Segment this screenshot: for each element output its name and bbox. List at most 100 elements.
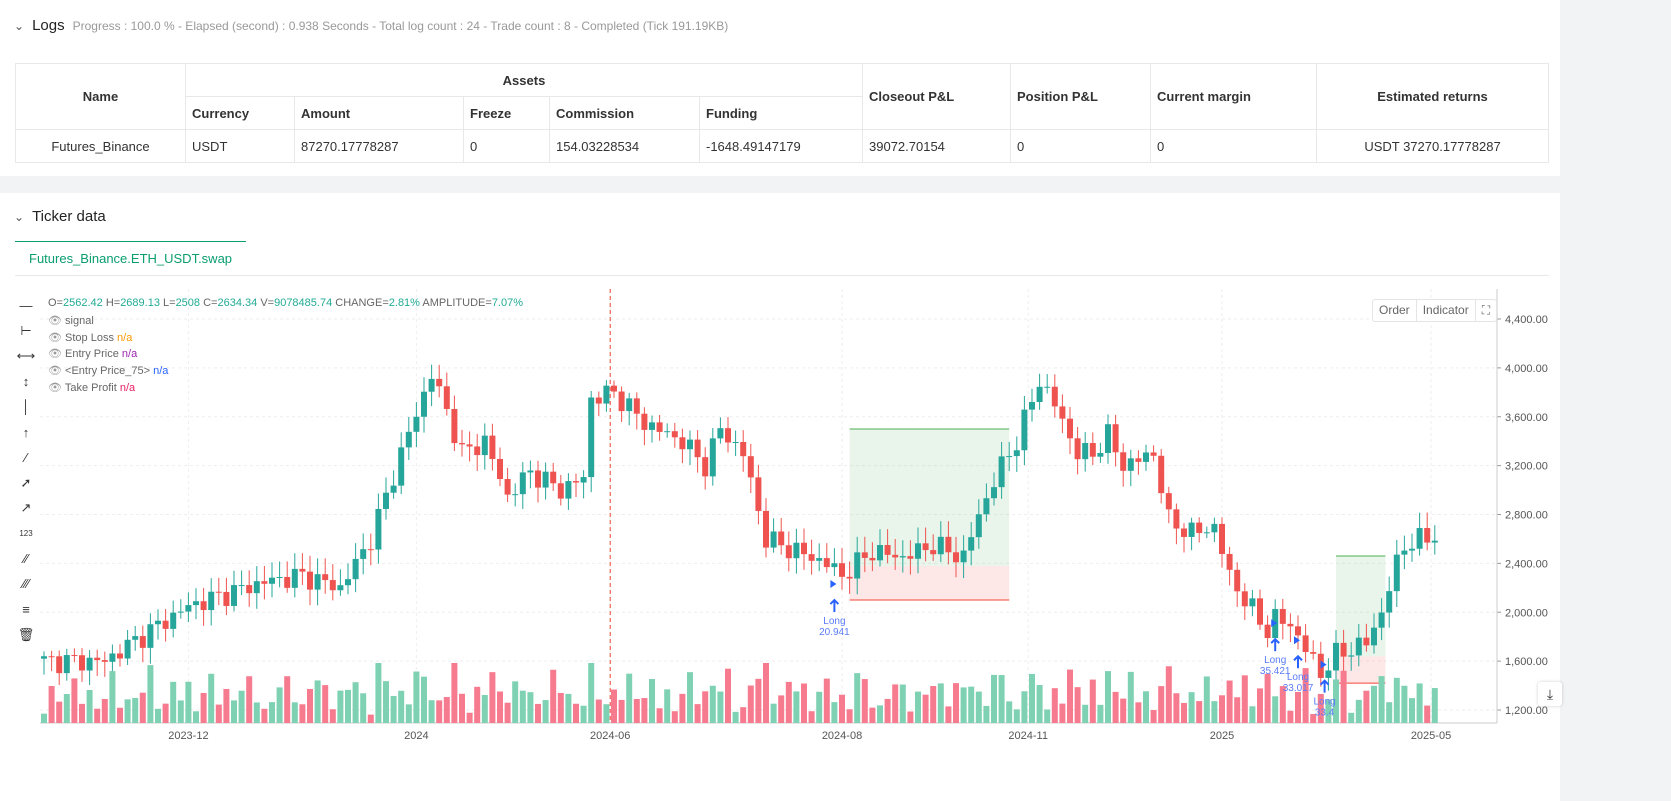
legend-item[interactable]: 👁 Take Profit n/a: [48, 381, 135, 394]
vertical-segment-icon[interactable]: ↕: [22, 374, 30, 390]
eye-icon[interactable]: 👁: [48, 331, 62, 344]
cell-closeout: 39072.70154: [862, 129, 1011, 163]
logs-header[interactable]: ⌄ Logs Progress : 100.0 % - Elapsed (sec…: [14, 17, 728, 34]
volume-bar: [360, 693, 367, 723]
candle-body: [1082, 443, 1089, 460]
volume-bar: [1211, 701, 1218, 723]
legend-item[interactable]: 👁 Entry Price n/a: [48, 347, 137, 360]
volume-bar: [656, 708, 663, 723]
signal-flag-icon: [1320, 660, 1327, 669]
candle-body: [512, 494, 519, 496]
candle-body: [595, 397, 602, 404]
ticker-panel: ⌄ Ticker data Futures_Binance.ETH_USDT.s…: [0, 193, 1560, 801]
legend-item[interactable]: 👁 signal: [48, 314, 94, 327]
segment-icon[interactable]: ⟷: [16, 348, 36, 364]
signal-flag-icon: [1271, 619, 1278, 628]
ohlc-readout: O=2562.42 H=2689.13 L=2508 C=2634.34 V=9…: [48, 297, 523, 309]
candle-body: [1386, 591, 1393, 613]
candle-body: [1097, 452, 1104, 457]
candle-body: [535, 470, 541, 488]
candle-body: [1181, 528, 1187, 537]
volume-bar: [223, 688, 230, 723]
y-tick-label: 2,000.00: [1505, 607, 1548, 619]
volume-bar: [504, 702, 511, 723]
legend-value: n/a: [119, 381, 136, 394]
ticker-title: Ticker data: [32, 208, 106, 225]
vertical-line-icon[interactable]: │: [21, 399, 31, 415]
eye-icon[interactable]: 👁: [48, 381, 62, 394]
candle-body: [1044, 386, 1051, 388]
v-label: V=: [260, 297, 275, 309]
triple-line-icon[interactable]: ⁄⁄⁄: [22, 576, 30, 592]
chevron-down-icon[interactable]: ⌄: [14, 19, 25, 33]
candle-body: [1340, 642, 1347, 657]
volume-bar: [968, 686, 975, 723]
eye-icon[interactable]: 👁: [48, 315, 62, 327]
volume-bar: [846, 709, 853, 723]
candle-body: [337, 585, 344, 591]
price-label-icon[interactable]: 123: [19, 528, 33, 538]
volume-bar: [1196, 701, 1203, 723]
candle-body: [1249, 598, 1256, 607]
volume-bar: [831, 702, 838, 723]
candle-body: [1264, 624, 1271, 639]
volume-bar: [1219, 695, 1225, 723]
candle-body: [960, 550, 967, 563]
candle-body: [94, 657, 101, 661]
candle-body: [656, 422, 663, 432]
candle-body: [588, 397, 595, 478]
candle-body: [261, 581, 268, 584]
volume-bar: [459, 693, 465, 723]
candle-body: [725, 428, 731, 443]
signal-value: 33.4: [1315, 708, 1335, 719]
volume-bar: [200, 692, 207, 723]
eye-icon[interactable]: 👁: [48, 348, 62, 361]
candle-body: [117, 653, 123, 659]
chevron-down-icon[interactable]: ⌄: [14, 210, 25, 224]
horizontal-line-icon[interactable]: —: [19, 298, 33, 314]
candle-body: [1295, 626, 1301, 636]
indicator-button[interactable]: Indicator: [1417, 300, 1476, 321]
volume-bar: [550, 669, 557, 723]
col-freeze: Freeze: [463, 96, 550, 130]
scroll-to-bottom-button[interactable]: ⤓: [1538, 682, 1562, 706]
candle-body: [253, 581, 260, 594]
fibonacci-icon[interactable]: ≡: [22, 601, 30, 617]
chart-buttons: Order Indicator ⛶: [1372, 299, 1498, 322]
candle-body: [1196, 522, 1203, 534]
horizontal-ray-icon[interactable]: ⊢: [20, 322, 32, 338]
candle-body: [215, 591, 222, 593]
volume-bar: [884, 698, 891, 723]
legend-item[interactable]: 👁 <Entry Price_75> n/a: [48, 364, 168, 377]
vertical-ray-icon[interactable]: ↑: [22, 424, 30, 440]
candle-body: [1302, 635, 1309, 653]
trash-icon[interactable]: 🗑: [17, 626, 35, 642]
volume-bar: [79, 703, 85, 723]
ticker-header[interactable]: ⌄ Ticker data: [14, 208, 106, 225]
volume-bar: [793, 691, 800, 723]
candle-body: [937, 536, 944, 555]
order-button[interactable]: Order: [1373, 300, 1417, 321]
candle-body: [1173, 509, 1180, 529]
candle-body: [1127, 458, 1134, 471]
candle-body: [1013, 450, 1020, 457]
legend-item[interactable]: 👁 Stop Loss n/a: [48, 331, 132, 344]
eye-icon[interactable]: 👁: [48, 365, 62, 378]
volume-bar: [231, 700, 237, 723]
volume-bar: [633, 698, 640, 723]
arrow-line-icon[interactable]: ↗: [20, 500, 32, 516]
candle-body: [869, 557, 876, 561]
ray-line-icon[interactable]: ➚: [20, 474, 32, 490]
long-arrow-icon: [1293, 654, 1303, 669]
fullscreen-icon[interactable]: ⛶: [1481, 303, 1491, 317]
trend-line-icon[interactable]: ∕: [24, 449, 28, 465]
candle-body: [968, 537, 975, 551]
candle-body: [360, 549, 367, 559]
tab-eth-usdt-swap[interactable]: Futures_Binance.ETH_USDT.swap: [15, 241, 247, 275]
parallel-channel-icon[interactable]: ⁄⁄: [23, 551, 29, 567]
volume-bar: [1279, 686, 1286, 723]
volume-bar: [915, 691, 921, 723]
x-tick-label: 2024-08: [822, 730, 862, 742]
candlestick-chart[interactable]: 4,400.00 4,000.00 3,600.00 3,200.00 2,800.00…: [0, 193, 1560, 801]
candle-body: [101, 660, 108, 662]
